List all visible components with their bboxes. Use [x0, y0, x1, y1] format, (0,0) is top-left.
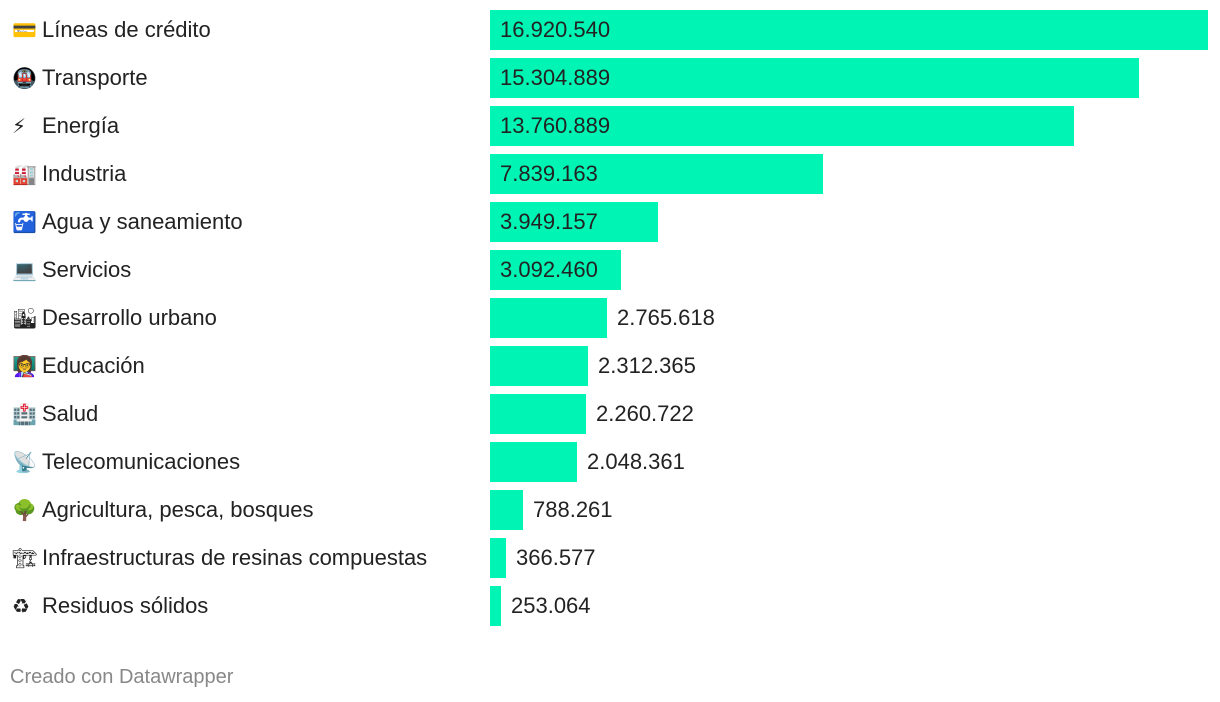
crane-icon: 🏗: [12, 546, 38, 570]
bar-row: 🏗 Infraestructuras de resinas compuestas 3…: [0, 538, 1220, 578]
metro-icon: 🚇: [12, 66, 37, 90]
category-label: ⚡ Energía: [12, 106, 119, 146]
category-label-text: Agua y saneamiento: [42, 209, 243, 234]
bar-row: 🌳 Agricultura, pesca, bosques 788.261: [0, 490, 1220, 530]
water-tap-icon: 🚰: [12, 210, 37, 234]
bar-row: ⚡ Energía 13.760.889: [0, 106, 1220, 146]
bar-row: 💳 Líneas de crédito 16.920.540: [0, 10, 1220, 50]
value-label: 366.577: [516, 545, 596, 570]
credit-card-icon: 💳: [12, 18, 37, 42]
bar: [490, 106, 1074, 146]
bar-row: 🏭 Industria 7.839.163: [0, 154, 1220, 194]
category-label: 🏗 Infraestructuras de resinas compuestas: [12, 538, 427, 578]
bar-chart: 💳 Líneas de crédito 16.920.540 🚇 Transporte 1…: [0, 10, 1220, 626]
bar: [490, 394, 586, 434]
lightning-icon: ⚡: [12, 114, 27, 138]
bar-row: 🏙 Desarrollo urbano 2.765.618: [0, 298, 1220, 338]
value-label: 253.064: [511, 593, 591, 618]
value-label: 15.304.889: [500, 65, 611, 90]
bar: [490, 442, 577, 482]
bar: [490, 58, 1139, 98]
cityscape-icon: 🏙: [12, 306, 38, 330]
category-label: 👩‍🏫 Educación: [12, 346, 145, 386]
category-label-text: Líneas de crédito: [42, 17, 211, 42]
bar-row: 💻 Servicios 3.092.460: [0, 250, 1220, 290]
category-label: 🚇 Transporte: [12, 58, 148, 98]
category-label: 📡 Telecomunicaciones: [12, 442, 240, 482]
category-label-text: Residuos sólidos: [42, 593, 209, 618]
category-label: 🏙 Desarrollo urbano: [12, 298, 217, 338]
bar: [490, 298, 607, 338]
category-label-text: Transporte: [42, 65, 148, 90]
bar-row: 🚇 Transporte 15.304.889: [0, 58, 1220, 98]
bar: [490, 10, 1208, 50]
value-label: 788.261: [533, 497, 613, 522]
category-label-text: Salud: [42, 401, 99, 426]
category-label-text: Infraestructuras de resinas compuestas: [42, 545, 428, 570]
category-label-text: Energía: [42, 113, 120, 138]
category-label-text: Desarrollo urbano: [42, 305, 217, 330]
category-label: 🏥 Salud: [12, 394, 98, 434]
bar: [490, 202, 658, 242]
recycle-icon: ♻: [12, 594, 30, 618]
category-label: ♻ Residuos sólidos: [12, 586, 208, 626]
teacher-icon: 👩‍🏫: [12, 354, 37, 378]
hospital-icon: 🏥: [12, 402, 37, 426]
bar-row: 👩‍🏫 Educación 2.312.365: [0, 346, 1220, 386]
category-label: 🚰 Agua y saneamiento: [12, 202, 243, 242]
category-label: 🏭 Industria: [12, 154, 126, 194]
bar: [490, 490, 523, 530]
value-label: 2.260.722: [596, 401, 694, 426]
tree-icon: 🌳: [12, 498, 37, 522]
category-label-text: Servicios: [42, 257, 132, 282]
value-label: 2.765.618: [617, 305, 715, 330]
category-label: 💳 Líneas de crédito: [12, 10, 211, 50]
footer-credit: Creado con Datawrapper: [10, 666, 234, 688]
value-label: 16.920.540: [500, 17, 611, 42]
category-label-text: Educación: [42, 353, 145, 378]
laptop-icon: 💻: [12, 258, 37, 282]
satellite-dish-icon: 📡: [12, 450, 37, 474]
bar: [490, 346, 588, 386]
category-label: 💻 Servicios: [12, 250, 131, 290]
bar: [490, 538, 506, 578]
bar: [490, 154, 823, 194]
value-label: 3.949.157: [500, 209, 598, 234]
value-label: 7.839.163: [500, 161, 598, 186]
value-label: 2.048.361: [587, 449, 685, 474]
bar: [490, 586, 501, 626]
category-label-text: Agricultura, pesca, bosques: [42, 497, 314, 522]
value-label: 3.092.460: [500, 257, 598, 282]
bar: [490, 250, 621, 290]
bar-row: 📡 Telecomunicaciones 2.048.361: [0, 442, 1220, 482]
value-label: 13.760.889: [500, 113, 611, 138]
bar-row: 🏥 Salud 2.260.722: [0, 394, 1220, 434]
category-label-text: Industria: [42, 161, 127, 186]
bar-row: ♻ Residuos sólidos 253.064: [0, 586, 1220, 626]
value-label: 2.312.365: [598, 353, 696, 378]
factory-icon: 🏭: [12, 162, 37, 186]
category-label: 🌳 Agricultura, pesca, bosques: [12, 490, 314, 530]
bar-row: 🚰 Agua y saneamiento 3.949.157: [0, 202, 1220, 242]
category-label-text: Telecomunicaciones: [42, 449, 241, 474]
